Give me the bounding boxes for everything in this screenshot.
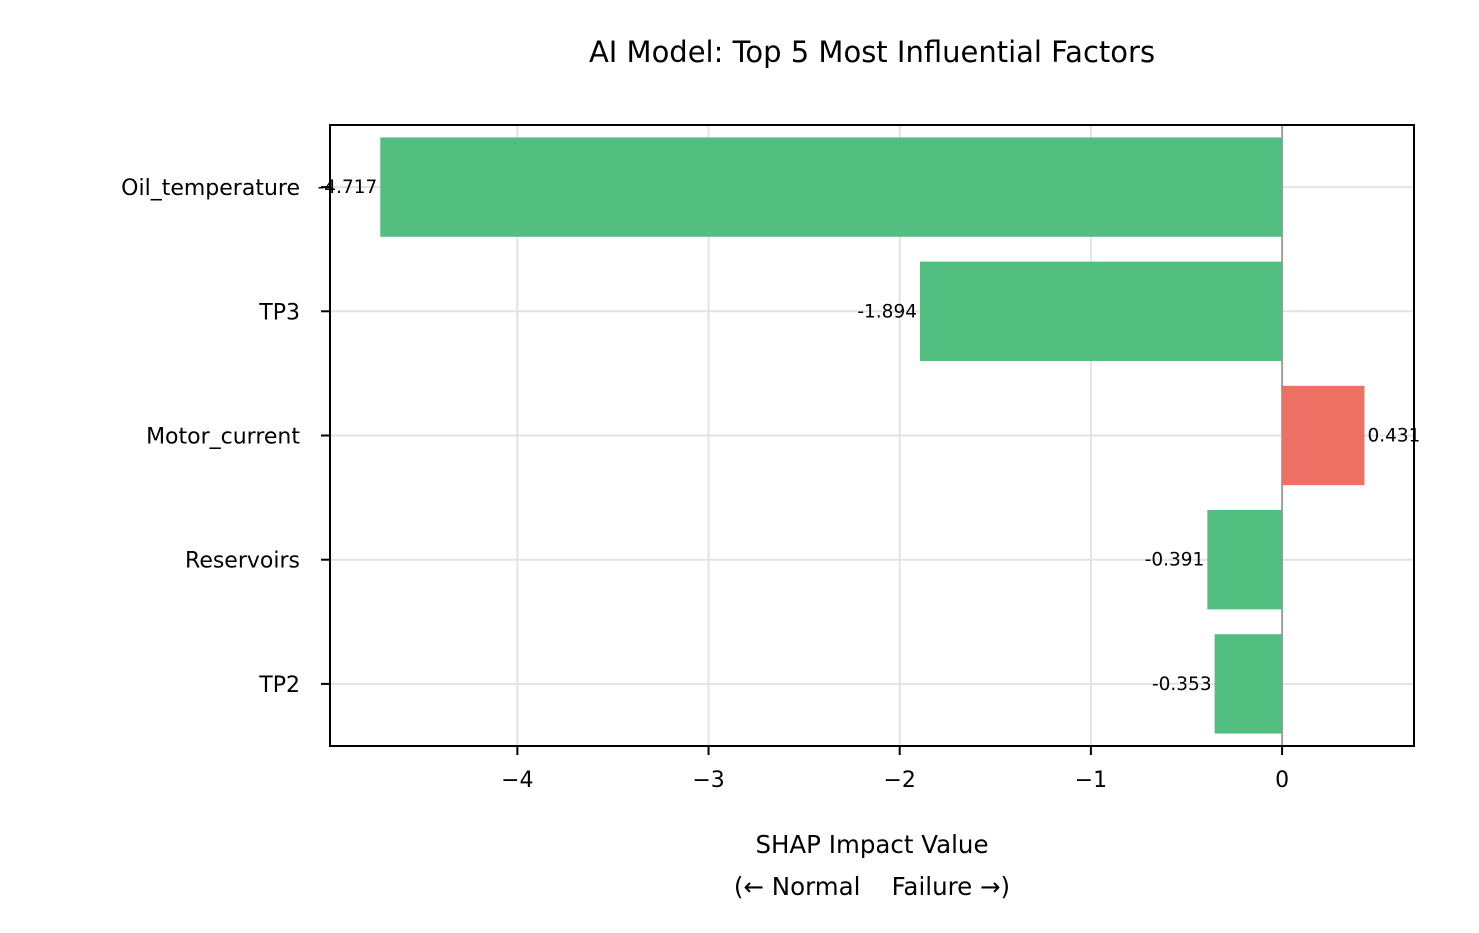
x-tick-label: −2 — [884, 768, 916, 793]
x-axis-label-line-1: SHAP Impact Value — [755, 830, 988, 859]
x-tick-label: 0 — [1275, 768, 1289, 793]
x-axis-label-line-2: (← Normal Failure →) — [734, 872, 1010, 901]
bars — [380, 137, 1365, 734]
y-tick-label: TP3 — [258, 300, 300, 325]
y-tick-label: Oil_temperature — [121, 176, 300, 201]
data-label: -0.353 — [1152, 674, 1212, 695]
data-label: 0.431 — [1367, 426, 1420, 447]
bar-tp3 — [919, 261, 1283, 361]
y-tick-label: TP2 — [258, 673, 300, 698]
y-axis-ticks: Oil_temperature TP3 Motor_current Reservoir… — [121, 176, 330, 698]
bar-reservoirs — [1207, 510, 1283, 610]
bar-tp2 — [1214, 634, 1283, 734]
data-label: -4.717 — [318, 177, 378, 198]
x-axis-ticks: −4 −3 −2 −1 0 — [501, 746, 1289, 793]
y-tick-label: Reservoirs — [185, 549, 300, 574]
bar-oil-temperature — [380, 137, 1283, 237]
bar-motor-current — [1282, 385, 1365, 486]
data-label: -1.894 — [857, 301, 917, 322]
data-label: -0.391 — [1145, 550, 1205, 571]
y-tick-label: Motor_current — [146, 425, 300, 450]
chart-title: AI Model: Top 5 Most Influential Factors — [589, 35, 1155, 69]
x-tick-label: −3 — [692, 768, 724, 793]
x-tick-label: −1 — [1075, 768, 1107, 793]
x-tick-label: −4 — [501, 768, 533, 793]
data-labels: -4.717 -1.894 0.431 -0.391 -0.353 — [318, 177, 1421, 695]
